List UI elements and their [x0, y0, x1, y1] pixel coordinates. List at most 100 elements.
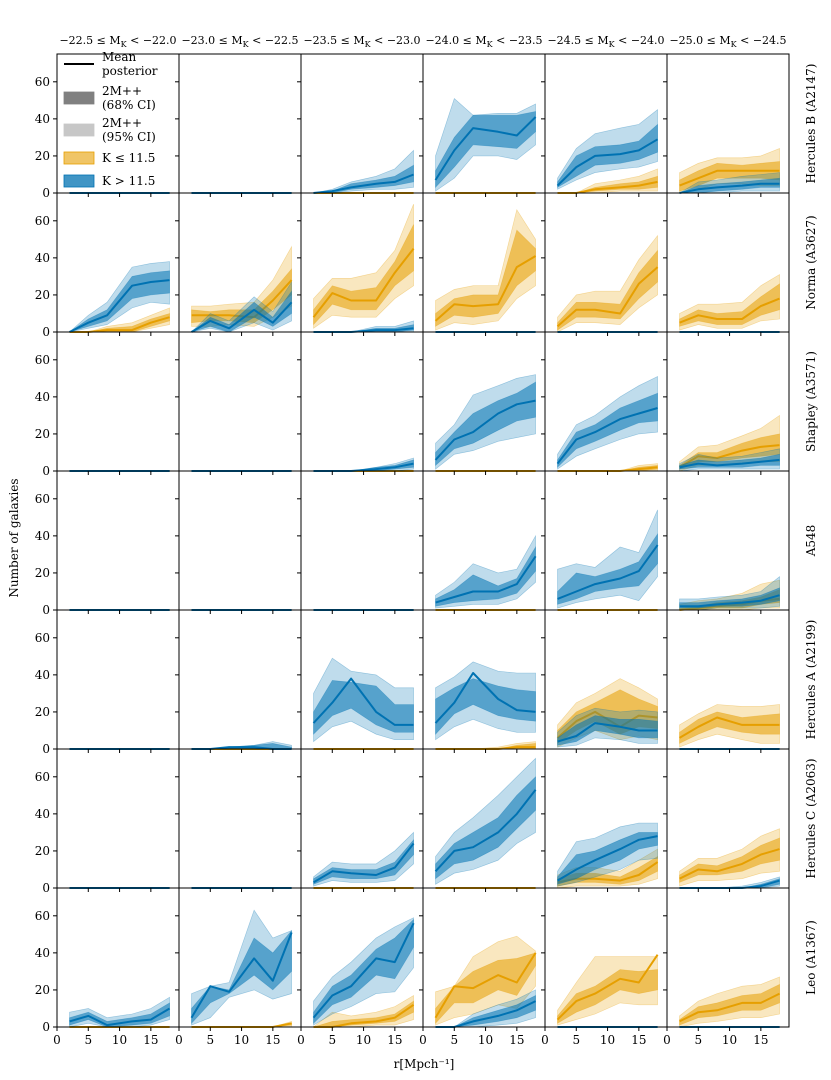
panel: [541, 609, 668, 753]
panel: [663, 53, 790, 197]
y-tick-label: 20: [35, 983, 50, 997]
panel: 0 20 40 60: [35, 331, 180, 478]
panel: [297, 192, 424, 336]
y-tick-label: 0: [42, 881, 50, 895]
x-tick-label: 15: [753, 1033, 768, 1047]
y-tick-label: 40: [35, 251, 50, 265]
y-tick-label: 0: [42, 603, 50, 617]
legend-box-swatch: [63, 174, 95, 188]
faint-mean-line: [69, 279, 170, 333]
panel: [663, 331, 790, 475]
x-tick-label: 15: [387, 1033, 402, 1047]
panel: [663, 470, 790, 614]
row-title: Norma (A3627): [804, 215, 818, 309]
faint-band-68: [557, 392, 658, 469]
faint-mean-line: [435, 555, 537, 604]
panel: 0 5 10 15: [419, 887, 546, 1047]
panel: [541, 53, 668, 197]
panel-frame: [56, 748, 180, 889]
y-tick-label: 40: [35, 529, 50, 543]
x-tick-label: 0: [663, 1033, 671, 1047]
faint-mean-line: [557, 722, 658, 743]
y-tick-label: 20: [35, 705, 50, 719]
bright-band-68: [679, 837, 780, 883]
faint-mean-line: [556, 835, 658, 882]
panel: [175, 748, 302, 892]
row-title: Leo (A1367): [804, 920, 818, 995]
y-tick-label: 40: [35, 807, 50, 821]
column-title: −23.0 ≤ MK < −22.5: [181, 34, 298, 49]
y-tick-label: 60: [35, 353, 50, 367]
y-tick-label: 20: [35, 427, 50, 441]
bright-mean-line: [679, 169, 780, 187]
panel: [419, 192, 546, 336]
x-tick-label: 5: [450, 1033, 458, 1047]
panel: [419, 331, 546, 475]
column-title: −23.5 ≤ MK < −23.0: [303, 34, 420, 49]
panel: 0 5 10 15: [541, 887, 668, 1047]
faint-band-68: [313, 838, 414, 885]
bright-band-68: [557, 175, 658, 194]
panel: 0 20 40 60: [35, 748, 180, 895]
legend-box-swatch: [63, 91, 95, 105]
x-tick-label: 5: [572, 1033, 580, 1047]
faint-band-68: [557, 715, 658, 746]
faint-mean-line: [190, 932, 293, 1019]
y-axis-label: Number of galaxies: [7, 478, 21, 597]
y-tick-label: 20: [35, 566, 50, 580]
panel-frame: [56, 609, 180, 750]
y-tick-label: 0: [42, 464, 50, 478]
panel-frame: [178, 470, 302, 611]
panel: [541, 470, 668, 614]
faint-band-68: [557, 533, 658, 605]
column-title: −22.5 ≤ MK < −22.0: [59, 34, 176, 49]
y-tick-label: 20: [35, 149, 50, 163]
faint-mean-line: [434, 116, 537, 181]
bright-mean-line: [434, 952, 537, 1019]
bright-mean-line: [556, 954, 659, 1021]
faint-mean-line: [190, 301, 293, 333]
panel: [297, 609, 424, 753]
panel-frame: [666, 887, 790, 1028]
bright-band-68: [313, 1000, 414, 1028]
panel: [175, 331, 302, 475]
bright-mean-line: [679, 992, 781, 1023]
panel: [175, 53, 302, 197]
bright-band-68: [557, 969, 658, 1024]
y-tick-label: 0: [42, 325, 50, 339]
y-tick-label: 60: [35, 770, 50, 784]
panel: 0 5 10 15: [175, 887, 302, 1047]
x-tick-label: 0: [53, 1033, 61, 1047]
faint-mean-line: [679, 182, 780, 194]
faint-mean-line: [69, 1007, 171, 1027]
bright-mean-line: [678, 444, 780, 469]
bright-band-68: [679, 983, 780, 1026]
panel: [541, 331, 668, 475]
row-title: A548: [804, 525, 818, 558]
x-tick-label: 0: [419, 1033, 427, 1047]
panel: [175, 192, 302, 336]
panel: [663, 748, 790, 892]
row-title: Hercules C (A2063): [804, 758, 818, 878]
column-title: −24.5 ≤ MK < −24.0: [547, 34, 664, 49]
legend-entry: 2M++ (68% CI): [102, 84, 156, 112]
panel-frame: [178, 331, 302, 472]
faint-mean-line: [312, 677, 414, 726]
panel-frame: [178, 53, 302, 194]
legend-entry: 2M++ (95% CI): [102, 116, 156, 144]
column-title: −24.0 ≤ MK < −23.5: [425, 34, 542, 49]
faint-mean-line: [434, 672, 536, 724]
y-tick-label: 60: [35, 214, 50, 228]
legend: Mean posterior 2M++ (68% CI) 2M++ (95% CI) K ≤…: [63, 50, 158, 188]
panel: 0 5 10 15: [297, 887, 424, 1047]
x-tick-label: 5: [694, 1033, 702, 1047]
faint-mean-line: [312, 922, 415, 1019]
y-tick-label: 40: [35, 112, 50, 126]
x-tick-label: 0: [175, 1033, 183, 1047]
bright-band-68: [679, 711, 780, 744]
x-tick-label: 0: [297, 1033, 305, 1047]
y-tick-label: 40: [35, 946, 50, 960]
panel: [419, 470, 546, 614]
panel: [297, 748, 424, 892]
legend-box-swatch: [63, 151, 95, 165]
